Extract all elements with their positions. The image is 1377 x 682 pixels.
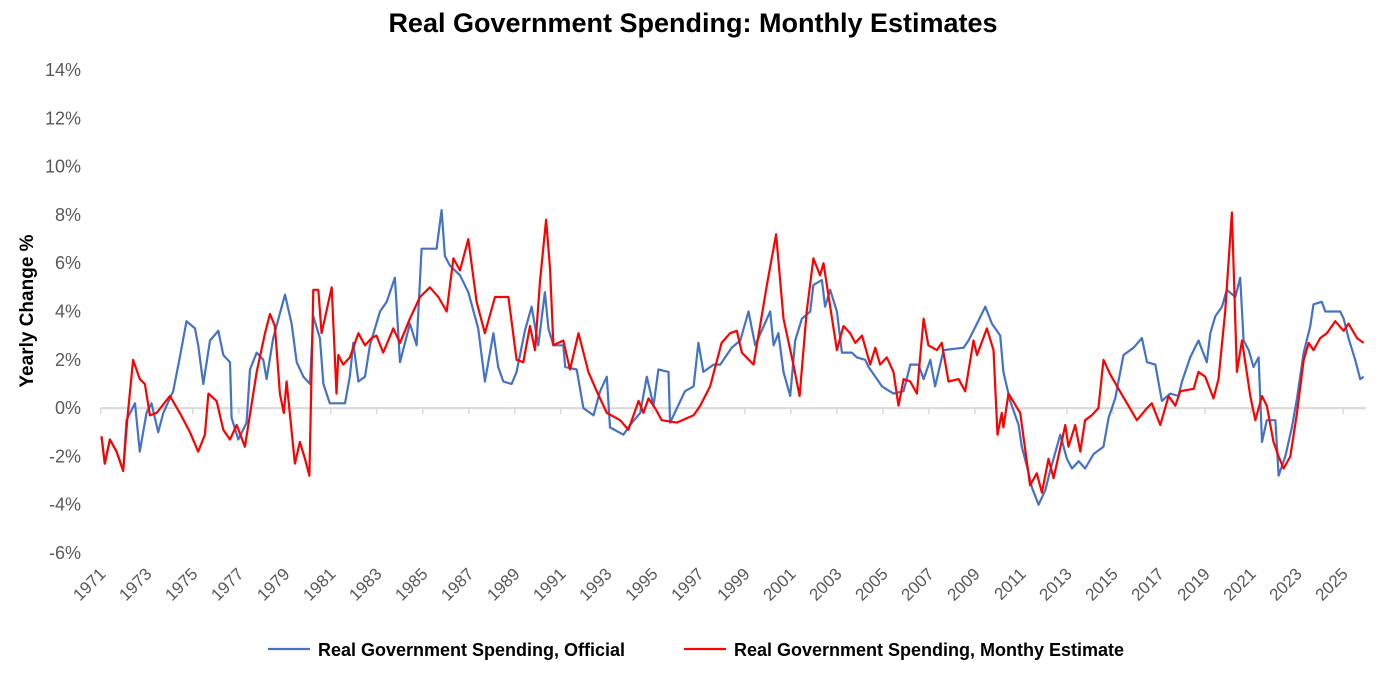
x-tick-label: 2001 (760, 564, 800, 604)
x-tick-label: 1997 (667, 564, 707, 604)
x-tick-label: 2025 (1312, 564, 1352, 604)
x-tick-label: 1989 (483, 564, 523, 604)
series-line-official (100, 209, 1365, 506)
x-tick-label: 2017 (1128, 564, 1168, 604)
x-axis-ticks: 1971 1973 1975 1977 1979 1981 1983 1985 1987 1989… (69, 408, 1352, 605)
x-tick-label: 2023 (1266, 564, 1306, 604)
y-tick-label: 10% (45, 157, 81, 177)
x-tick-label: 2007 (898, 564, 938, 604)
series-line-monthly-estimate (100, 211, 1365, 494)
x-tick-label: 2013 (1036, 564, 1076, 604)
y-tick-label: 12% (45, 108, 81, 128)
x-tick-label: 1981 (299, 564, 339, 604)
x-tick-label: 1987 (437, 564, 477, 604)
x-tick-label: 2021 (1220, 564, 1260, 604)
x-tick-label: 1973 (115, 564, 155, 604)
legend-label-official: Real Government Spending, Official (318, 640, 625, 660)
x-tick-label: 1993 (575, 564, 615, 604)
x-tick-label: 2015 (1082, 564, 1122, 604)
legend-label-estimate: Real Government Spending, Monthy Estimat… (734, 640, 1124, 660)
legend: Real Government Spending, Official Real … (268, 640, 1124, 660)
x-tick-label: 1971 (69, 564, 109, 604)
y-axis-ticks: -6% -4% -2% 0% 2% 4% 6% 8% 10% 12% 14% (45, 60, 81, 563)
y-tick-label: 0% (55, 398, 81, 418)
series-lines (100, 209, 1365, 506)
x-tick-label: 1979 (253, 564, 293, 604)
y-axis-label: Yearly Change % (17, 234, 38, 387)
x-tick-label: 2009 (944, 564, 984, 604)
y-tick-label: 8% (55, 205, 81, 225)
x-tick-label: 2011 (990, 564, 1029, 603)
y-tick-label: -6% (49, 543, 81, 563)
x-tick-label: 1991 (529, 564, 569, 604)
x-tick-label: 2003 (806, 564, 846, 604)
y-tick-label: 14% (45, 60, 81, 80)
x-tick-label: 1995 (621, 564, 661, 604)
x-tick-label: 1985 (391, 564, 431, 604)
chart-title: Real Government Spending: Monthly Estima… (388, 8, 997, 38)
y-tick-label: -2% (49, 446, 81, 466)
x-tick-label: 1977 (207, 564, 247, 604)
x-tick-label: 2019 (1174, 564, 1214, 604)
x-tick-label: 1983 (345, 564, 385, 604)
y-tick-label: -4% (49, 495, 81, 515)
y-tick-label: 6% (55, 253, 81, 273)
y-tick-label: 2% (55, 350, 81, 370)
x-tick-label: 2005 (852, 564, 892, 604)
y-tick-label: 4% (55, 302, 81, 322)
x-tick-label: 1999 (713, 564, 753, 604)
x-tick-label: 1975 (161, 564, 201, 604)
